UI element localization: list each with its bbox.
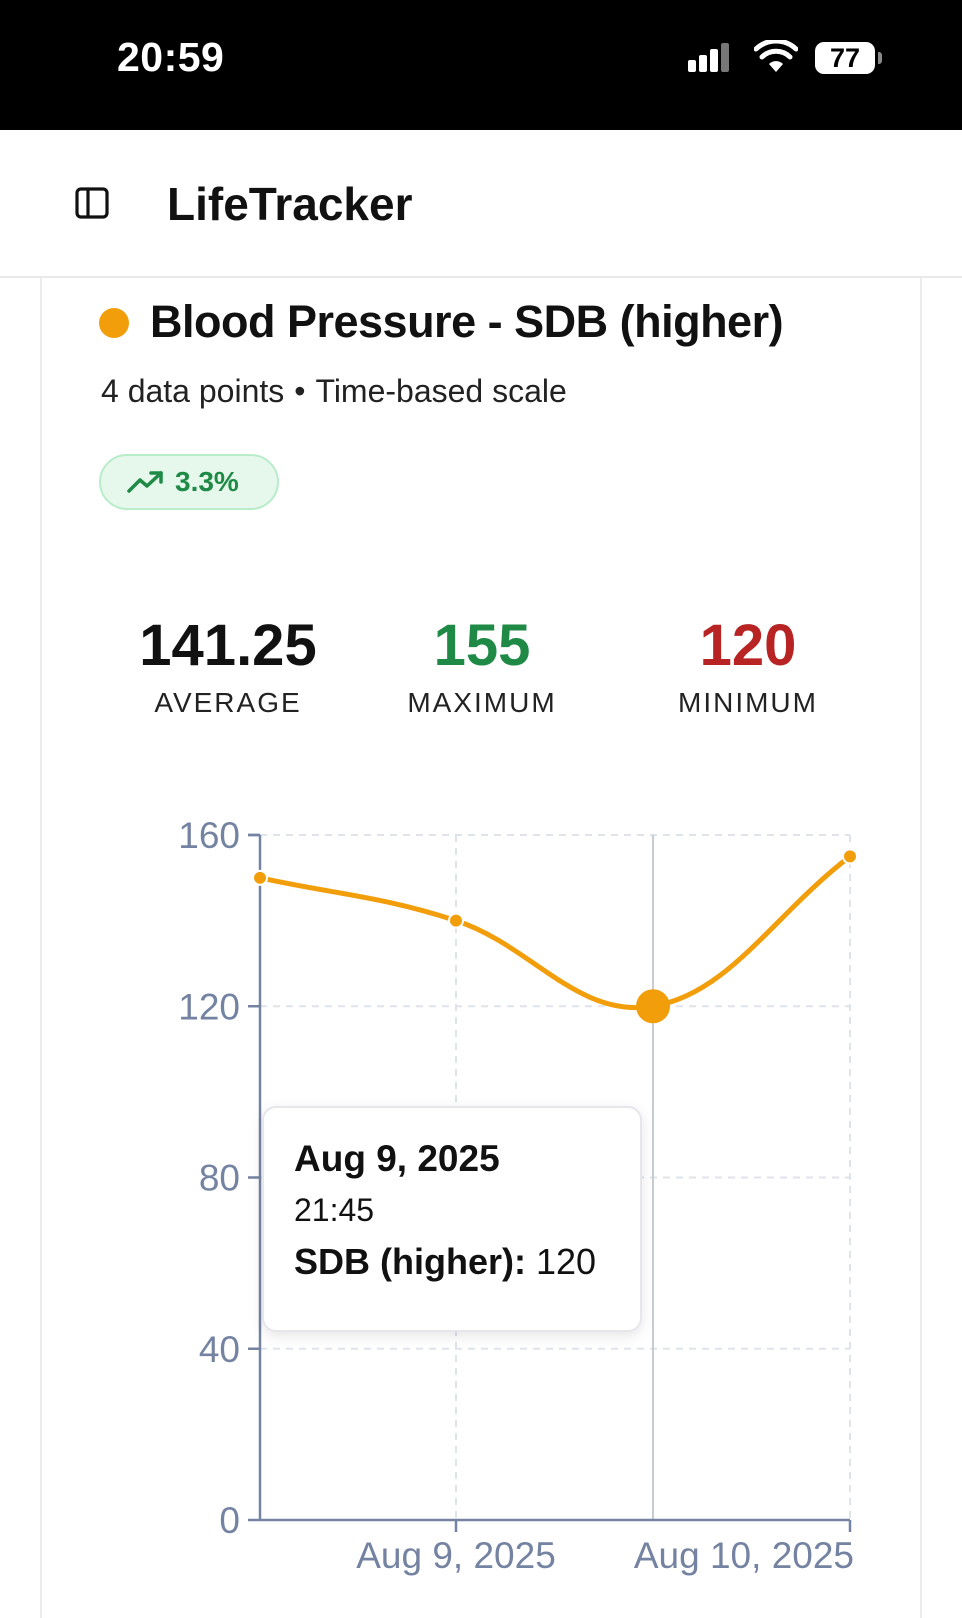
app-title: LifeTracker [167,178,413,230]
minimum-value: 120 [699,613,797,678]
stat-average: 141.25 AVERAGE [133,612,323,719]
chart-title: Blood Pressure - SDB (higher) [150,296,784,347]
data-point-active[interactable] [636,989,670,1024]
y-tick-label-120: 120 [178,986,240,1027]
minimum-label: MINIMUM [678,687,818,718]
maximum-value: 155 [433,613,531,678]
y-tick-label-40: 40 [199,1329,240,1370]
stat-minimum: 120 MINIMUM [668,612,828,719]
x-tick-label-1: Aug 10, 2025 [634,1535,854,1576]
scale-type: Time-based scale [315,373,567,409]
status-time: 20:59 [117,34,225,80]
x-tick-label-0: Aug 9, 2025 [356,1535,556,1576]
chart-subtitle: 4 data points • Time-based scale [101,373,567,410]
trend-value: 3.3% [175,466,239,497]
data-point-0[interactable] [252,869,268,886]
status-icons: 77 [688,38,888,78]
y-tick-label-160: 160 [178,815,240,856]
tooltip-time: 21:45 [294,1192,375,1228]
tooltip-value: 120 [536,1241,597,1282]
battery-icon: 77 [815,42,875,74]
sidebar-toggle-icon[interactable] [74,185,110,221]
chart-tooltip: Aug 9, 2025 21:45 SDB (higher): 120 [262,1106,642,1332]
wifi-icon [754,40,798,72]
y-tick-label-0: 0 [219,1500,240,1541]
app-header: LifeTracker [0,130,962,278]
maximum-label: MAXIMUM [407,687,557,718]
series-color-dot [99,308,129,338]
series-line [257,853,853,1011]
average-value: 141.25 [139,613,317,678]
status-bar: 20:59 77 [0,0,962,130]
battery-cap [878,52,882,64]
tooltip-date: Aug 9, 2025 [294,1138,500,1179]
cellular-signal-icon [688,38,738,78]
average-label: AVERAGE [154,687,302,718]
subtitle-separator: • [294,373,306,409]
tooltip-value-row: SDB (higher): 120 [294,1241,640,1283]
trend-badge: 3.3% [99,454,279,510]
stat-maximum: 155 MAXIMUM [402,612,562,719]
tooltip-series-label: SDB (higher): [294,1241,526,1282]
data-point-3[interactable] [842,848,858,865]
data-points-count: 4 data points [101,373,285,409]
trending-up-icon [127,471,163,493]
y-tick-label-80: 80 [199,1158,240,1199]
data-point-1[interactable] [448,912,464,929]
